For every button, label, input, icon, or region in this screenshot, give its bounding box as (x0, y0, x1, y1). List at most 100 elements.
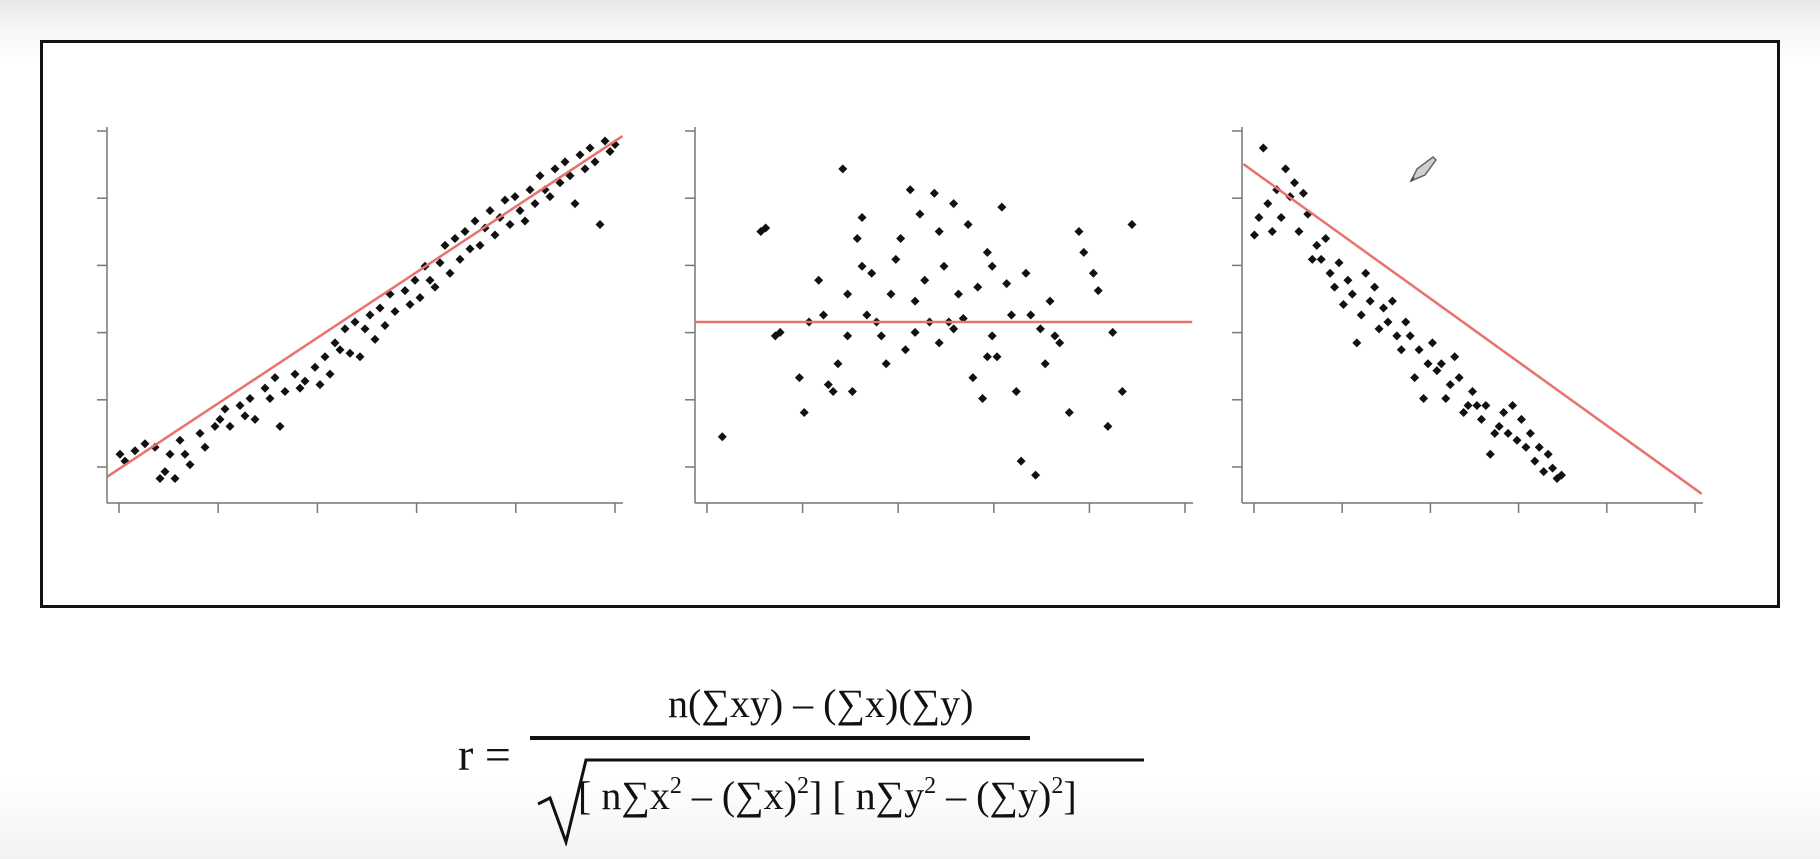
data-point (847, 387, 857, 397)
data-point (355, 352, 365, 362)
data-point (260, 383, 270, 393)
data-point (365, 310, 375, 320)
data-point (949, 324, 959, 334)
data-point (535, 171, 545, 181)
data-point (857, 261, 867, 271)
data-point (1127, 220, 1137, 230)
data-point (1534, 442, 1544, 452)
data-point (1396, 345, 1406, 355)
data-point (360, 324, 370, 334)
data-point (1294, 226, 1304, 236)
data-point (1499, 407, 1509, 417)
data-point (978, 394, 988, 404)
data-point (1361, 268, 1371, 278)
data-point (325, 369, 335, 379)
data-point (1557, 470, 1566, 480)
den-part1: [ n∑x (578, 773, 670, 818)
data-point (857, 213, 867, 223)
data-point (862, 310, 872, 320)
data-point (1040, 359, 1050, 369)
data-point (843, 331, 853, 341)
data-point (963, 220, 973, 230)
data-point (876, 331, 886, 341)
scatter-panel-3 (1232, 127, 1703, 513)
data-point (435, 258, 445, 268)
data-point (1347, 289, 1357, 299)
charts-frame (40, 40, 1780, 608)
data-point (915, 209, 925, 219)
data-point (375, 303, 385, 313)
data-point (430, 282, 440, 292)
data-point (1103, 421, 1113, 431)
data-point (1064, 407, 1074, 417)
data-point (185, 460, 195, 470)
data-point (330, 338, 340, 348)
data-point (465, 244, 475, 254)
data-point (340, 324, 350, 334)
data-point (1427, 338, 1437, 348)
data-point (310, 362, 320, 372)
data-point (968, 373, 978, 383)
data-point (425, 275, 435, 285)
data-point (1267, 226, 1277, 236)
data-point (555, 178, 565, 188)
data-point (1468, 387, 1477, 397)
data-point (982, 247, 992, 257)
data-point (1263, 199, 1273, 209)
data-point (300, 376, 310, 386)
data-point (910, 296, 920, 306)
data-point (590, 157, 600, 167)
data-point (265, 394, 275, 404)
data-point (215, 414, 225, 424)
data-point (505, 220, 515, 230)
data-point (1316, 254, 1326, 264)
data-point (1530, 456, 1540, 466)
data-point (1450, 352, 1460, 362)
data-point (1521, 442, 1531, 452)
data-point (575, 150, 585, 160)
data-point (1387, 296, 1397, 306)
data-point (833, 359, 843, 369)
data-point (390, 307, 400, 317)
data-point (295, 383, 305, 393)
data-point (1055, 338, 1065, 348)
data-point (881, 359, 891, 369)
data-point (200, 442, 210, 452)
data-point (1379, 303, 1388, 313)
den-part4: – (∑y) (936, 773, 1052, 818)
data-point (1454, 373, 1464, 383)
data-point (1281, 164, 1291, 174)
correlation-formula: r = n(∑xy) – (∑x)(∑y) [ n∑x2 – (∑x)2] [ … (458, 680, 1144, 846)
data-point (717, 432, 727, 442)
data-point (1485, 449, 1495, 459)
data-point (410, 275, 420, 285)
data-point (1490, 428, 1500, 438)
data-point (910, 327, 920, 337)
data-point (450, 233, 460, 243)
data-point (240, 411, 250, 421)
data-point (1330, 282, 1340, 292)
data-point (1436, 359, 1446, 369)
data-point (838, 164, 848, 174)
data-point (335, 345, 345, 355)
data-point (852, 233, 862, 243)
data-point (1410, 373, 1420, 383)
data-point (761, 223, 771, 233)
data-point (1338, 300, 1348, 310)
data-point (1365, 296, 1375, 306)
data-point (1290, 178, 1299, 188)
data-point (525, 185, 535, 195)
data-point (843, 289, 853, 299)
data-point (1334, 258, 1344, 268)
data-point (180, 449, 190, 459)
data-point (939, 261, 949, 271)
data-point (1002, 279, 1012, 289)
data-point (819, 310, 828, 320)
data-point (1021, 268, 1031, 278)
data-point (405, 300, 415, 310)
den-sup4: 2 (1051, 773, 1064, 799)
data-point (570, 199, 580, 209)
data-point (1258, 143, 1268, 153)
data-point (175, 435, 185, 445)
data-point (1016, 456, 1026, 466)
